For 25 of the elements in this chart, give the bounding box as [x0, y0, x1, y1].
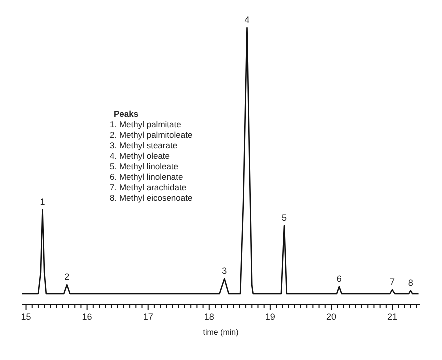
x-tick-label: 16: [82, 312, 92, 322]
annotation: 4: [244, 15, 250, 25]
annotation: Peaks: [114, 109, 139, 119]
annotation: 7. Methyl arachidate: [110, 182, 187, 192]
x-tick-label: 18: [204, 312, 214, 322]
annotation: 8. Methyl eicosenoate: [110, 193, 193, 203]
annotation: 5. Methyl linoleate: [110, 162, 179, 172]
x-tick-label: 19: [265, 312, 276, 322]
annotation: 6. Methyl linolenate: [110, 172, 184, 182]
annotation: 3. Methyl stearate: [110, 140, 178, 150]
annotation: 5: [282, 213, 287, 224]
annotation: 1. Methyl palmitate: [110, 120, 182, 130]
annotation: 1: [40, 196, 46, 207]
x-tick-label: 20: [326, 312, 336, 322]
x-tick-label: 21: [388, 312, 398, 322]
annotation: 2: [64, 272, 70, 282]
x-axis-title: time (min): [203, 328, 240, 337]
annotation: 3: [222, 266, 228, 276]
annotation: 4. Methyl oleate: [110, 151, 170, 161]
annotation: 7: [390, 277, 396, 288]
annotation: 2. Methyl palmitoleate: [110, 130, 193, 140]
annotation: 8: [408, 278, 414, 288]
x-tick-label: 17: [143, 312, 154, 322]
annotation: 6: [336, 274, 342, 284]
x-tick-label: 15: [21, 312, 32, 322]
